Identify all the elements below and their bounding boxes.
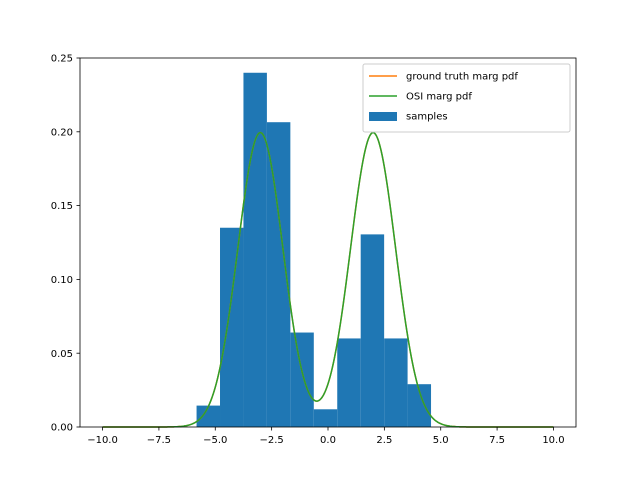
plot-area — [102, 72, 554, 428]
x-tick-label: −2.5 — [259, 435, 283, 446]
histogram-bar-7 — [360, 234, 385, 427]
histogram-bar-0 — [196, 405, 221, 427]
histogram-bar-6 — [337, 338, 361, 427]
histogram-bar-4 — [290, 332, 314, 427]
y-tick-label: 0.15 — [51, 201, 73, 212]
y-tick-label: 0.00 — [51, 423, 73, 434]
x-tick-label: 0.0 — [320, 435, 336, 446]
legend: ground truth marg pdf OSI marg pdf samples — [362, 63, 571, 133]
x-tick-label: 5.0 — [433, 435, 449, 446]
legend-swatch-patch — [369, 112, 397, 121]
histogram-bar-8 — [384, 338, 408, 427]
x-tick-label: 2.5 — [376, 435, 392, 446]
x-tick-label: −7.5 — [147, 435, 171, 446]
y-axis: 0.00 0.05 0.10 0.15 0.20 0.25 — [51, 54, 80, 434]
histogram-bar-9 — [407, 384, 432, 427]
x-tick-label: 10.0 — [542, 435, 564, 446]
x-tick-label: −5.0 — [203, 435, 227, 446]
legend-items: ground truth marg pdf OSI marg pdf samples — [369, 72, 518, 123]
x-axis: −10.0 −7.5 −5.0 −2.5 0.0 2.5 5.0 7.5 10.0 — [87, 427, 565, 446]
histogram-bar-3 — [266, 122, 291, 428]
y-tick-label: 0.20 — [51, 127, 73, 138]
legend-label: ground truth marg pdf — [406, 72, 518, 83]
x-tick-label: 7.5 — [489, 435, 505, 446]
legend-box — [362, 63, 571, 133]
legend-label: OSI marg pdf — [406, 92, 472, 103]
histogram-bar-5 — [313, 409, 338, 427]
y-tick-label: 0.25 — [51, 54, 73, 65]
histogram-bar-2 — [243, 72, 267, 427]
y-tick-label: 0.05 — [51, 349, 73, 360]
histogram-bars — [196, 72, 432, 428]
histogram-bar-1 — [220, 227, 244, 427]
x-tick-label: −10.0 — [87, 435, 118, 446]
y-tick-label: 0.10 — [51, 275, 73, 286]
legend-label: samples — [406, 112, 448, 123]
